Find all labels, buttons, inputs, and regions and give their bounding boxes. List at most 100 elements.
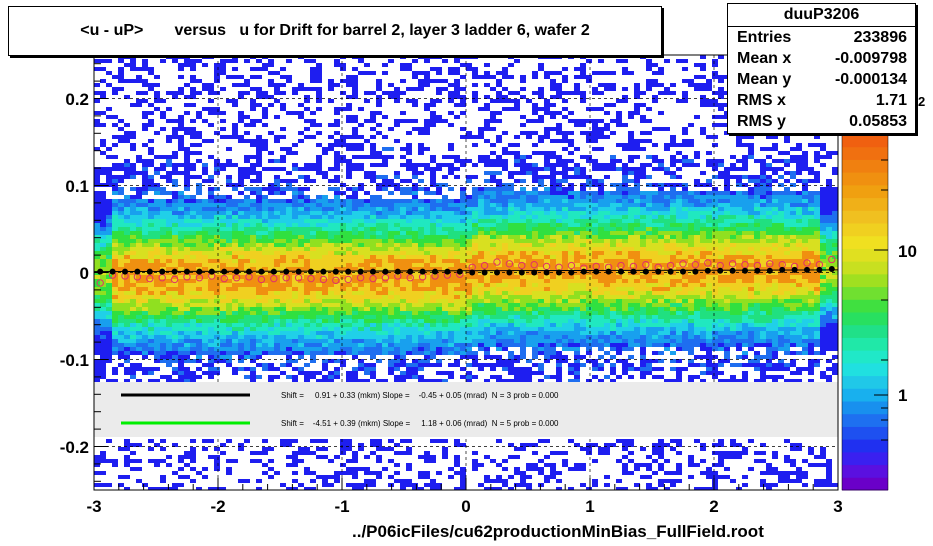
heatmap-cell	[304, 199, 310, 203]
heatmap-cell	[166, 203, 172, 207]
heatmap-cell	[106, 319, 112, 323]
heatmap-cell	[538, 87, 544, 91]
heatmap-cell	[448, 231, 454, 235]
heatmap-cell	[244, 215, 250, 219]
heatmap-cell	[238, 267, 244, 271]
heatmap-cell	[94, 299, 100, 303]
heatmap-cell	[412, 231, 418, 235]
heatmap-cell	[460, 203, 466, 207]
heatmap-cell	[148, 159, 154, 163]
heatmap-cell	[538, 55, 544, 59]
heatmap-cell	[292, 375, 298, 379]
heatmap-cell	[232, 135, 238, 139]
heatmap-cell	[430, 243, 436, 247]
heatmap-cell	[544, 75, 550, 79]
heatmap-cell	[166, 259, 172, 263]
heatmap-cell	[442, 451, 448, 455]
heatmap-cell	[130, 279, 136, 283]
heatmap-cell	[316, 347, 322, 351]
heatmap-cell	[238, 115, 244, 119]
heatmap-cell	[400, 263, 406, 267]
heatmap-cell	[442, 203, 448, 207]
heatmap-cell	[490, 251, 496, 255]
heatmap-cell	[304, 223, 310, 227]
heatmap-cell	[550, 103, 556, 107]
heatmap-cell	[460, 303, 466, 307]
heatmap-cell	[418, 343, 424, 347]
heatmap-cell	[346, 327, 352, 331]
heatmap-cell	[250, 163, 256, 167]
heatmap-cell	[94, 335, 100, 339]
heatmap-cell	[118, 307, 124, 311]
heatmap-cell	[304, 267, 310, 271]
heatmap-cell	[466, 255, 472, 259]
heatmap-cell	[352, 223, 358, 227]
heatmap-cell	[538, 179, 544, 183]
heatmap-cell	[238, 235, 244, 239]
heatmap-cell	[220, 71, 226, 75]
heatmap-cell	[286, 79, 292, 83]
heatmap-cell	[166, 211, 172, 215]
heatmap-cell	[160, 191, 166, 195]
heatmap-cell	[346, 251, 352, 255]
heatmap-cell	[304, 299, 310, 303]
heatmap-cell	[376, 175, 382, 179]
heatmap-cell	[238, 295, 244, 299]
heatmap-cell	[466, 263, 472, 267]
heatmap-cell	[106, 215, 112, 219]
heatmap-cell	[442, 327, 448, 331]
heatmap-cell	[196, 203, 202, 207]
heatmap-cell	[232, 123, 238, 127]
heatmap-cell	[412, 223, 418, 227]
heatmap-cell	[418, 215, 424, 219]
heatmap-cell	[214, 311, 220, 315]
heatmap-cell	[442, 195, 448, 199]
heatmap-cell	[382, 235, 388, 239]
heatmap-cell	[322, 223, 328, 227]
heatmap-cell	[502, 99, 508, 103]
heatmap-cell	[124, 79, 130, 83]
heatmap-cell	[196, 211, 202, 215]
heatmap-cell	[412, 311, 418, 315]
heatmap-cell	[370, 315, 376, 319]
heatmap-cell	[220, 59, 226, 63]
heatmap-cell	[304, 247, 310, 251]
heatmap-cell	[394, 227, 400, 231]
heatmap-cell	[568, 251, 574, 255]
heatmap-cell	[202, 255, 208, 259]
heatmap-cell	[394, 247, 400, 251]
heatmap-cell	[244, 195, 250, 199]
heatmap-cell	[184, 455, 190, 459]
heatmap-cell	[382, 291, 388, 295]
heatmap-cell	[184, 171, 190, 175]
heatmap-cell	[568, 91, 574, 95]
heatmap-cell	[478, 215, 484, 219]
heatmap-cell	[274, 139, 280, 143]
heatmap-cell	[280, 259, 286, 263]
heatmap-cell	[550, 79, 556, 83]
heatmap-cell	[172, 131, 178, 135]
heatmap-cell	[532, 179, 538, 183]
heatmap-cell	[526, 131, 532, 135]
heatmap-cell	[550, 355, 556, 359]
heatmap-cell	[100, 483, 106, 487]
heatmap-cell	[94, 359, 100, 363]
heatmap-cell	[262, 111, 268, 115]
heatmap-cell	[520, 159, 526, 163]
heatmap-cell	[394, 331, 400, 335]
heatmap-cell	[454, 323, 460, 327]
heatmap-cell	[496, 195, 502, 199]
heatmap-cell	[268, 103, 274, 107]
heatmap-cell	[136, 263, 142, 267]
heatmap-cell	[214, 211, 220, 215]
heatmap-cell	[454, 471, 460, 475]
heatmap-cell	[544, 439, 550, 443]
heatmap-cell	[250, 87, 256, 91]
heatmap-cell	[136, 191, 142, 195]
heatmap-cell	[442, 255, 448, 259]
heatmap-cell	[340, 91, 346, 95]
heatmap-cell	[208, 299, 214, 303]
heatmap-cell	[178, 235, 184, 239]
heatmap-cell	[400, 235, 406, 239]
heatmap-cell	[142, 307, 148, 311]
